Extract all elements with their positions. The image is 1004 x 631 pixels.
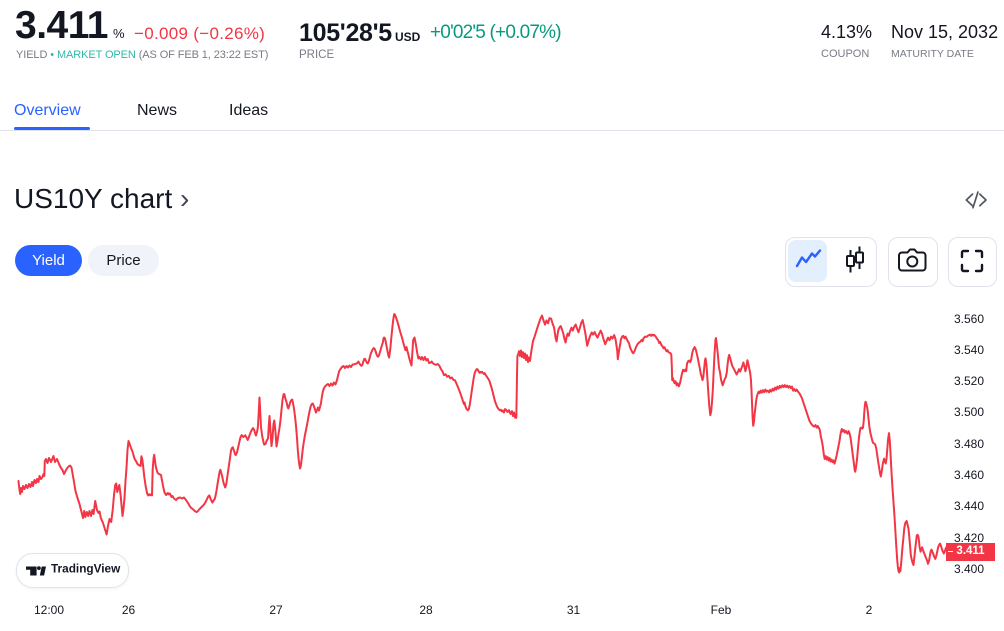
svg-text:TradingView: TradingView	[51, 562, 121, 576]
